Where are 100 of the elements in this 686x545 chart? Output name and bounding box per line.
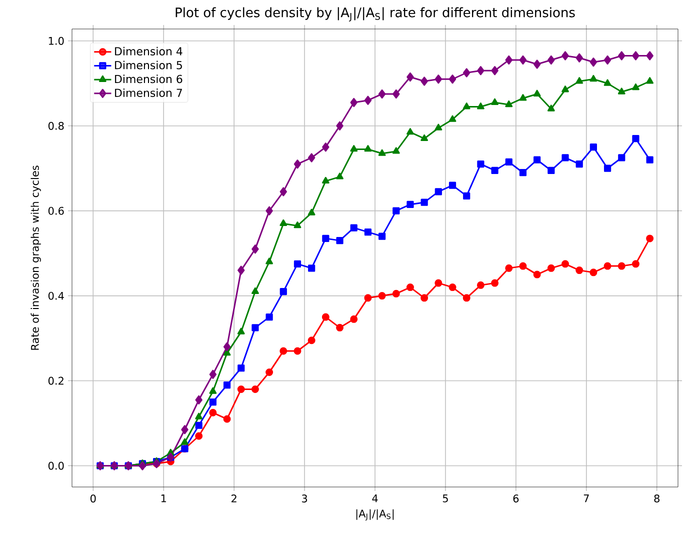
point [548,55,555,65]
point [392,147,400,154]
point [364,228,372,236]
point [448,284,456,292]
point [223,381,231,389]
x-tick-label: 8 [654,494,660,502]
point [322,142,330,152]
point [294,222,302,228]
point [562,154,569,162]
point [505,264,513,272]
point [181,438,188,445]
point [590,144,597,151]
point [477,160,484,168]
point [604,55,612,65]
point [280,187,287,196]
point [322,313,330,321]
point [364,96,372,105]
point [534,156,541,164]
point [251,386,259,394]
point [406,284,414,292]
point [632,83,640,90]
point [322,234,330,242]
point [533,90,541,96]
chart-title: Plot of cycles density by |A$_{J}$|/|A$_{S}$| rate for different dimensions [176,7,575,22]
legend-label: Dimension 5 [115,60,182,70]
point [364,145,372,152]
x-tick-label: 0 [90,494,96,502]
point [477,66,484,76]
point [562,86,569,92]
point [195,395,202,404]
point [181,425,188,434]
point [477,102,484,110]
point [463,68,470,78]
point [294,160,302,169]
point [604,262,612,270]
point [138,461,146,470]
point [308,208,316,216]
point [195,432,203,440]
point [420,198,428,206]
point [266,368,274,376]
point [462,294,470,302]
point [590,268,598,276]
point [448,115,456,122]
point [378,89,386,99]
point [434,74,442,84]
point [618,51,626,60]
point [322,176,330,184]
point [392,290,400,298]
point [448,182,456,189]
point [576,77,584,84]
y-tick-label: 0.8 [48,122,64,130]
point [547,264,555,272]
point [266,313,273,321]
point [392,207,400,214]
x-tick-label: 5 [442,494,448,502]
point [491,279,499,287]
point [350,224,358,232]
point [505,158,512,166]
point [392,89,400,99]
point [548,166,555,174]
point [336,237,344,244]
point [604,164,612,172]
point [618,154,626,162]
point [237,386,245,394]
legend-label: Dimension 6 [115,74,182,84]
point [519,169,527,176]
point [420,76,428,86]
point [618,88,626,94]
point [406,128,414,135]
point [308,336,316,344]
point [533,60,541,69]
y-tick-label: 0.0 [48,462,64,470]
point [378,292,386,300]
point [519,55,527,65]
point [406,200,414,208]
point [646,234,654,242]
x-tick-label: 7 [584,494,589,502]
point [223,415,231,423]
point [618,262,626,270]
point [223,342,231,352]
point [238,266,245,275]
point [562,260,570,268]
point [308,264,316,272]
point [280,347,288,355]
point [491,166,498,174]
point [294,347,302,355]
point [364,294,372,302]
point [519,94,527,101]
point [350,315,358,323]
point [406,72,414,82]
point [294,260,302,268]
point [209,370,217,379]
point [505,100,513,108]
point [547,104,555,112]
point [519,262,527,270]
point [209,408,217,416]
y-axis-title: Rate of invasion graphs with cycles [30,166,41,350]
y-tick-label: 0.4 [48,292,64,300]
point [462,102,470,110]
point [420,294,428,302]
